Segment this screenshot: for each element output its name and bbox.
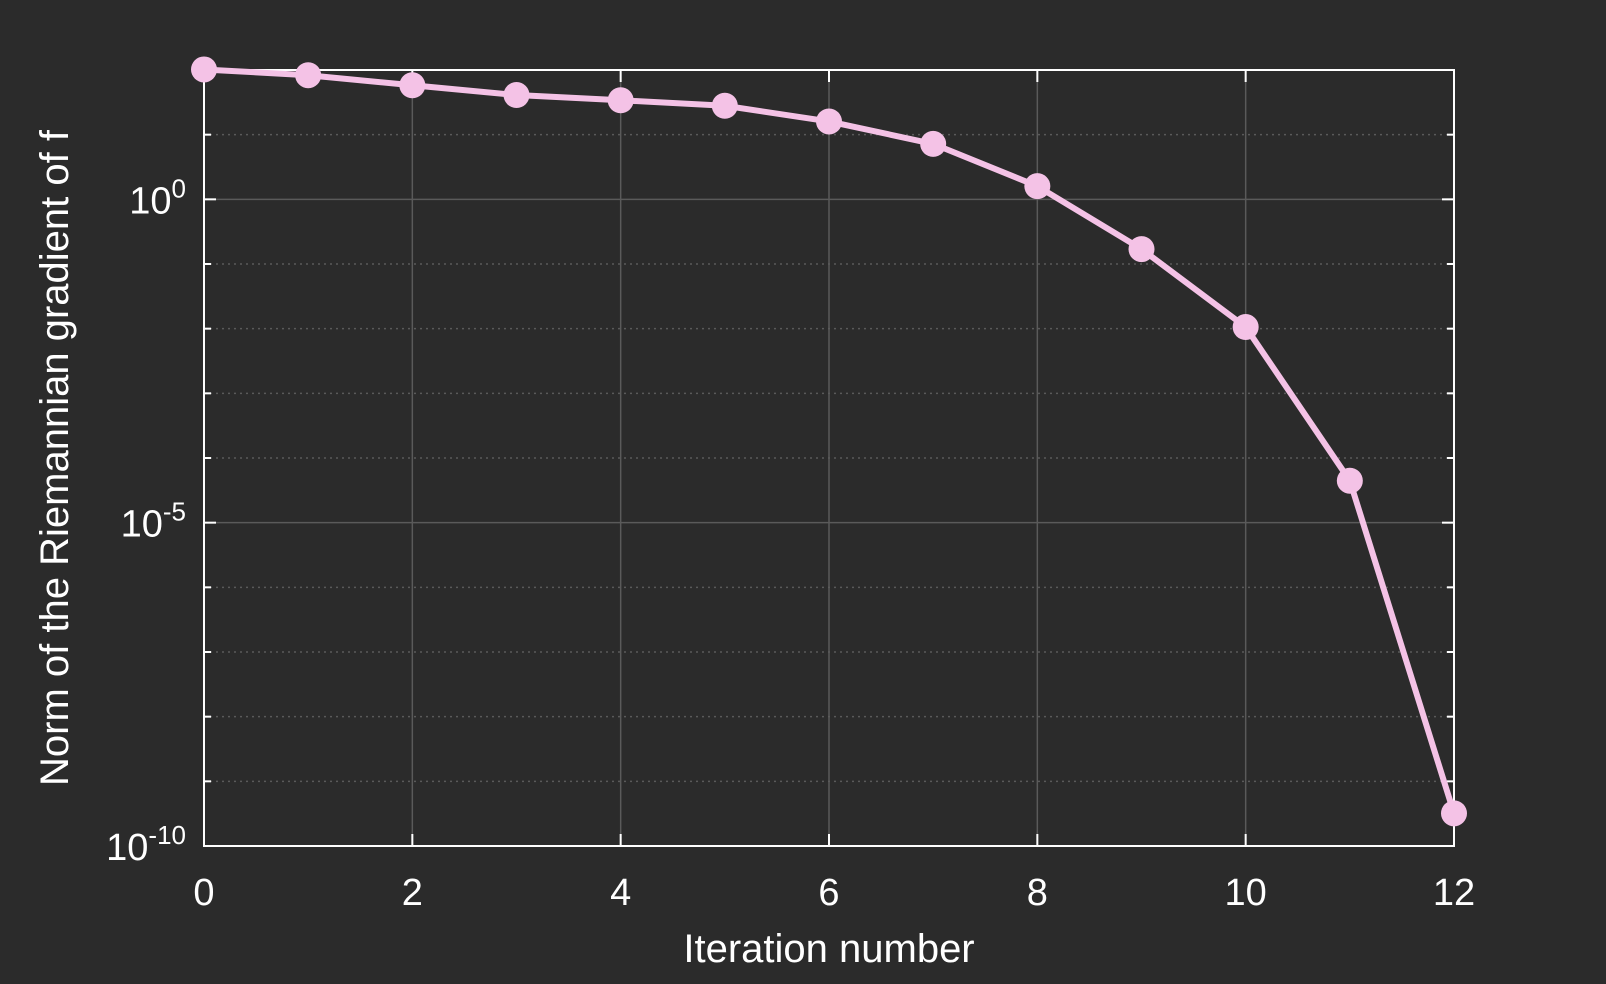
data-point [191, 56, 217, 83]
data-point [1128, 236, 1155, 263]
data-point [920, 130, 947, 157]
data-point [711, 92, 738, 119]
data-point [816, 108, 842, 135]
data-point [503, 82, 530, 109]
y-tick-label: 10-10 [106, 820, 186, 869]
data-point [295, 62, 322, 89]
x-tick-label: 2 [402, 872, 423, 914]
data-point [607, 87, 634, 114]
data-point [1024, 173, 1051, 200]
x-tick-label: 10 [1225, 872, 1267, 914]
x-tick-label: 6 [818, 872, 839, 914]
x-tick-label: 8 [1027, 872, 1048, 914]
y-tick-label: 100 [129, 173, 186, 222]
y-axis-title: Norm of the Riemannian gradient of f [33, 129, 77, 786]
tick-labels: 0 2 4 6 8 10 12 100 10-5 10-10 [106, 173, 1475, 914]
data-point [1441, 800, 1467, 827]
series-group [191, 56, 1467, 827]
data-point [1336, 467, 1363, 494]
x-tick-label: 0 [193, 872, 214, 914]
x-tick-label: 12 [1433, 872, 1475, 914]
x-axis-title: Iteration number [683, 927, 974, 971]
y-tick-label: 10-5 [121, 497, 186, 546]
x-tick-label: 4 [610, 872, 631, 914]
data-point [1232, 314, 1259, 341]
data-point [399, 72, 426, 99]
